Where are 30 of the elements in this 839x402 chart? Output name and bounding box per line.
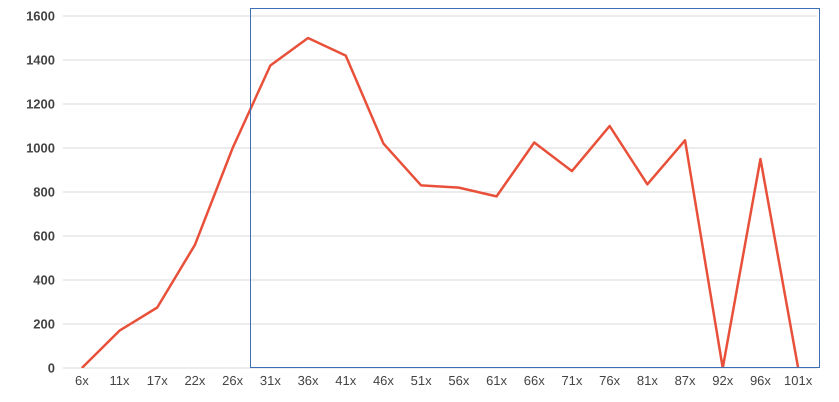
- x-tick-label: 87x: [674, 373, 696, 388]
- x-tick-label: 6x: [74, 373, 90, 388]
- x-tick-label: 51x: [410, 373, 432, 388]
- x-tick-label: 11x: [110, 373, 130, 388]
- y-tick-label: 1200: [26, 96, 55, 112]
- x-tick-label: 46x: [372, 373, 394, 388]
- y-tick-label: 0: [48, 360, 55, 376]
- y-tick-label: 600: [33, 228, 55, 244]
- x-tick-label: 56x: [448, 373, 470, 388]
- y-tick-label: 800: [33, 184, 55, 200]
- x-tick-label: 31x: [260, 373, 282, 388]
- x-tick-label: 66x: [524, 373, 546, 388]
- x-tick-label: 96x: [750, 373, 772, 388]
- y-tick-label: 400: [33, 272, 55, 288]
- x-tick-label: 76x: [599, 373, 621, 388]
- y-tick-label: 1400: [26, 52, 55, 68]
- x-tick-label: 41x: [335, 373, 357, 388]
- x-tick-label: 22x: [184, 373, 206, 388]
- x-tick-label: 17x: [146, 373, 168, 388]
- x-tick-label: 26x: [222, 373, 244, 388]
- line-series: [80, 36, 800, 368]
- x-tick-label: 61x: [486, 373, 508, 388]
- x-tick-label: 101x: [784, 373, 813, 388]
- y-tick-label: 1600: [26, 8, 55, 24]
- x-tick-label: 92x: [712, 373, 734, 388]
- x-tick-label: 71x: [561, 373, 583, 388]
- y-tick-label: 1000: [26, 140, 55, 156]
- y-tick-label: 200: [33, 316, 55, 332]
- x-tick-label: 36x: [298, 373, 320, 388]
- x-tick-label: 81x: [636, 373, 658, 388]
